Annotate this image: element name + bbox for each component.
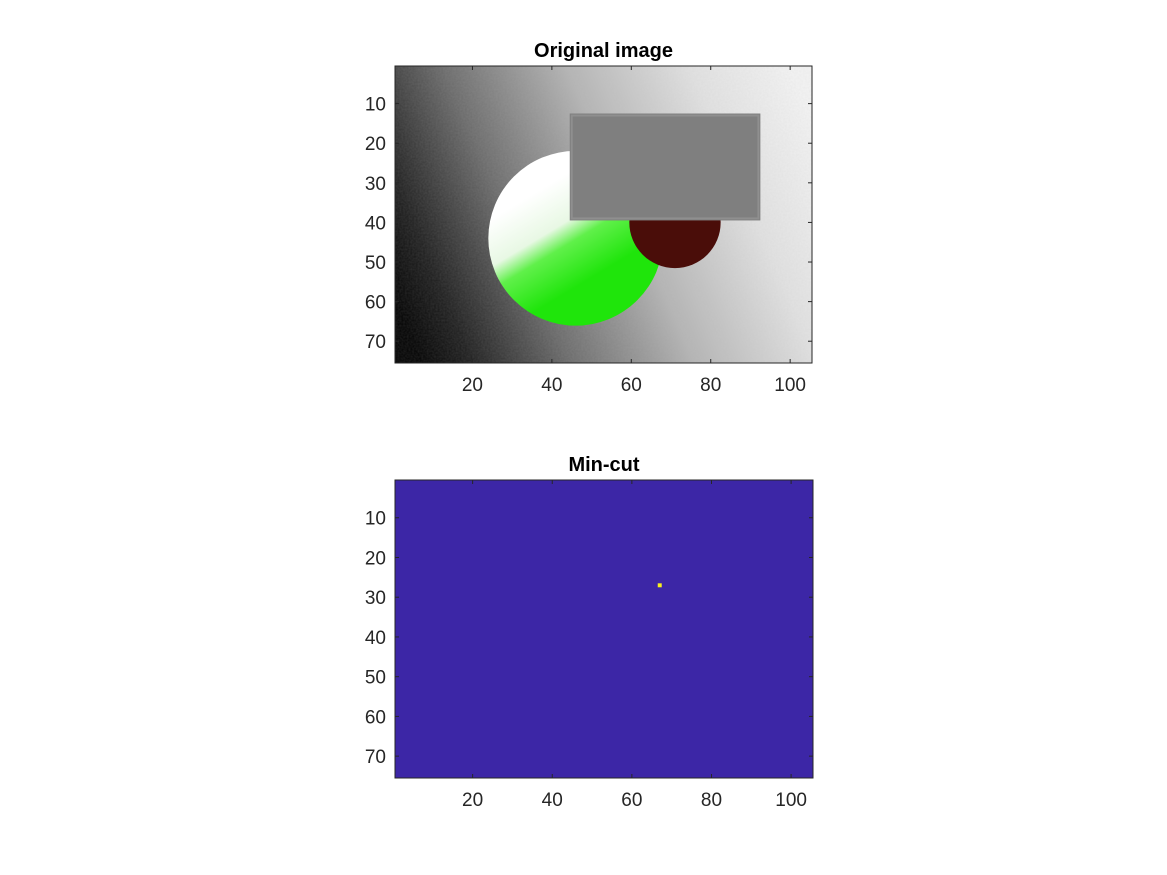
x-tick-label: 60: [621, 375, 642, 396]
gray-rectangle-edge: [570, 114, 760, 220]
y-tick-label: 10: [365, 95, 386, 116]
y-tick-label: 70: [365, 747, 386, 768]
y-tick-label: 60: [365, 293, 386, 314]
min-cut-panel: Min-cut 20 40 60 80 100 10 20 30 40 50 60 70: [365, 454, 814, 811]
y-tick-label: 50: [365, 253, 386, 274]
x-tick-label: 40: [541, 375, 562, 396]
y-tick-label: 50: [365, 668, 386, 689]
y-tick-label: 40: [365, 628, 386, 649]
y-tick-label: 30: [365, 588, 386, 609]
chart-title: Original image: [534, 40, 673, 62]
x-tick-label: 80: [701, 790, 722, 811]
x-tick-label: 60: [621, 790, 642, 811]
plot-area: [395, 480, 813, 778]
x-tick-label: 40: [542, 790, 563, 811]
x-tick-label: 100: [774, 375, 806, 396]
y-tick-label: 30: [365, 174, 386, 195]
axes-frame: [394, 479, 814, 779]
y-tick-label: 20: [365, 134, 386, 155]
y-tick-label: 70: [365, 332, 386, 353]
y-tick-label: 10: [365, 509, 386, 530]
y-tick-label: 60: [365, 707, 386, 728]
y-tick-label: 40: [365, 213, 386, 234]
x-tick-label: 20: [462, 375, 483, 396]
axes-frame: [394, 65, 813, 364]
gray-rectangle: [569, 113, 761, 221]
y-tick-label: 20: [365, 548, 386, 569]
original-image-panel: Original image 20 40 60 80 100 10 20 30 40 50 60 70: [365, 40, 813, 396]
heatmap-cell: [657, 583, 662, 588]
x-tick-label: 20: [462, 790, 483, 811]
x-tick-label: 80: [700, 375, 721, 396]
plot-area: [395, 66, 812, 363]
heatmap-background: [395, 480, 813, 778]
chart-title: Min-cut: [568, 454, 639, 476]
x-tick-label: 100: [775, 790, 807, 811]
